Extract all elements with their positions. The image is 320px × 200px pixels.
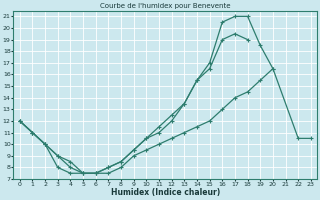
- X-axis label: Humidex (Indice chaleur): Humidex (Indice chaleur): [111, 188, 220, 197]
- Title: Courbe de l'humidex pour Benevente: Courbe de l'humidex pour Benevente: [100, 3, 231, 9]
